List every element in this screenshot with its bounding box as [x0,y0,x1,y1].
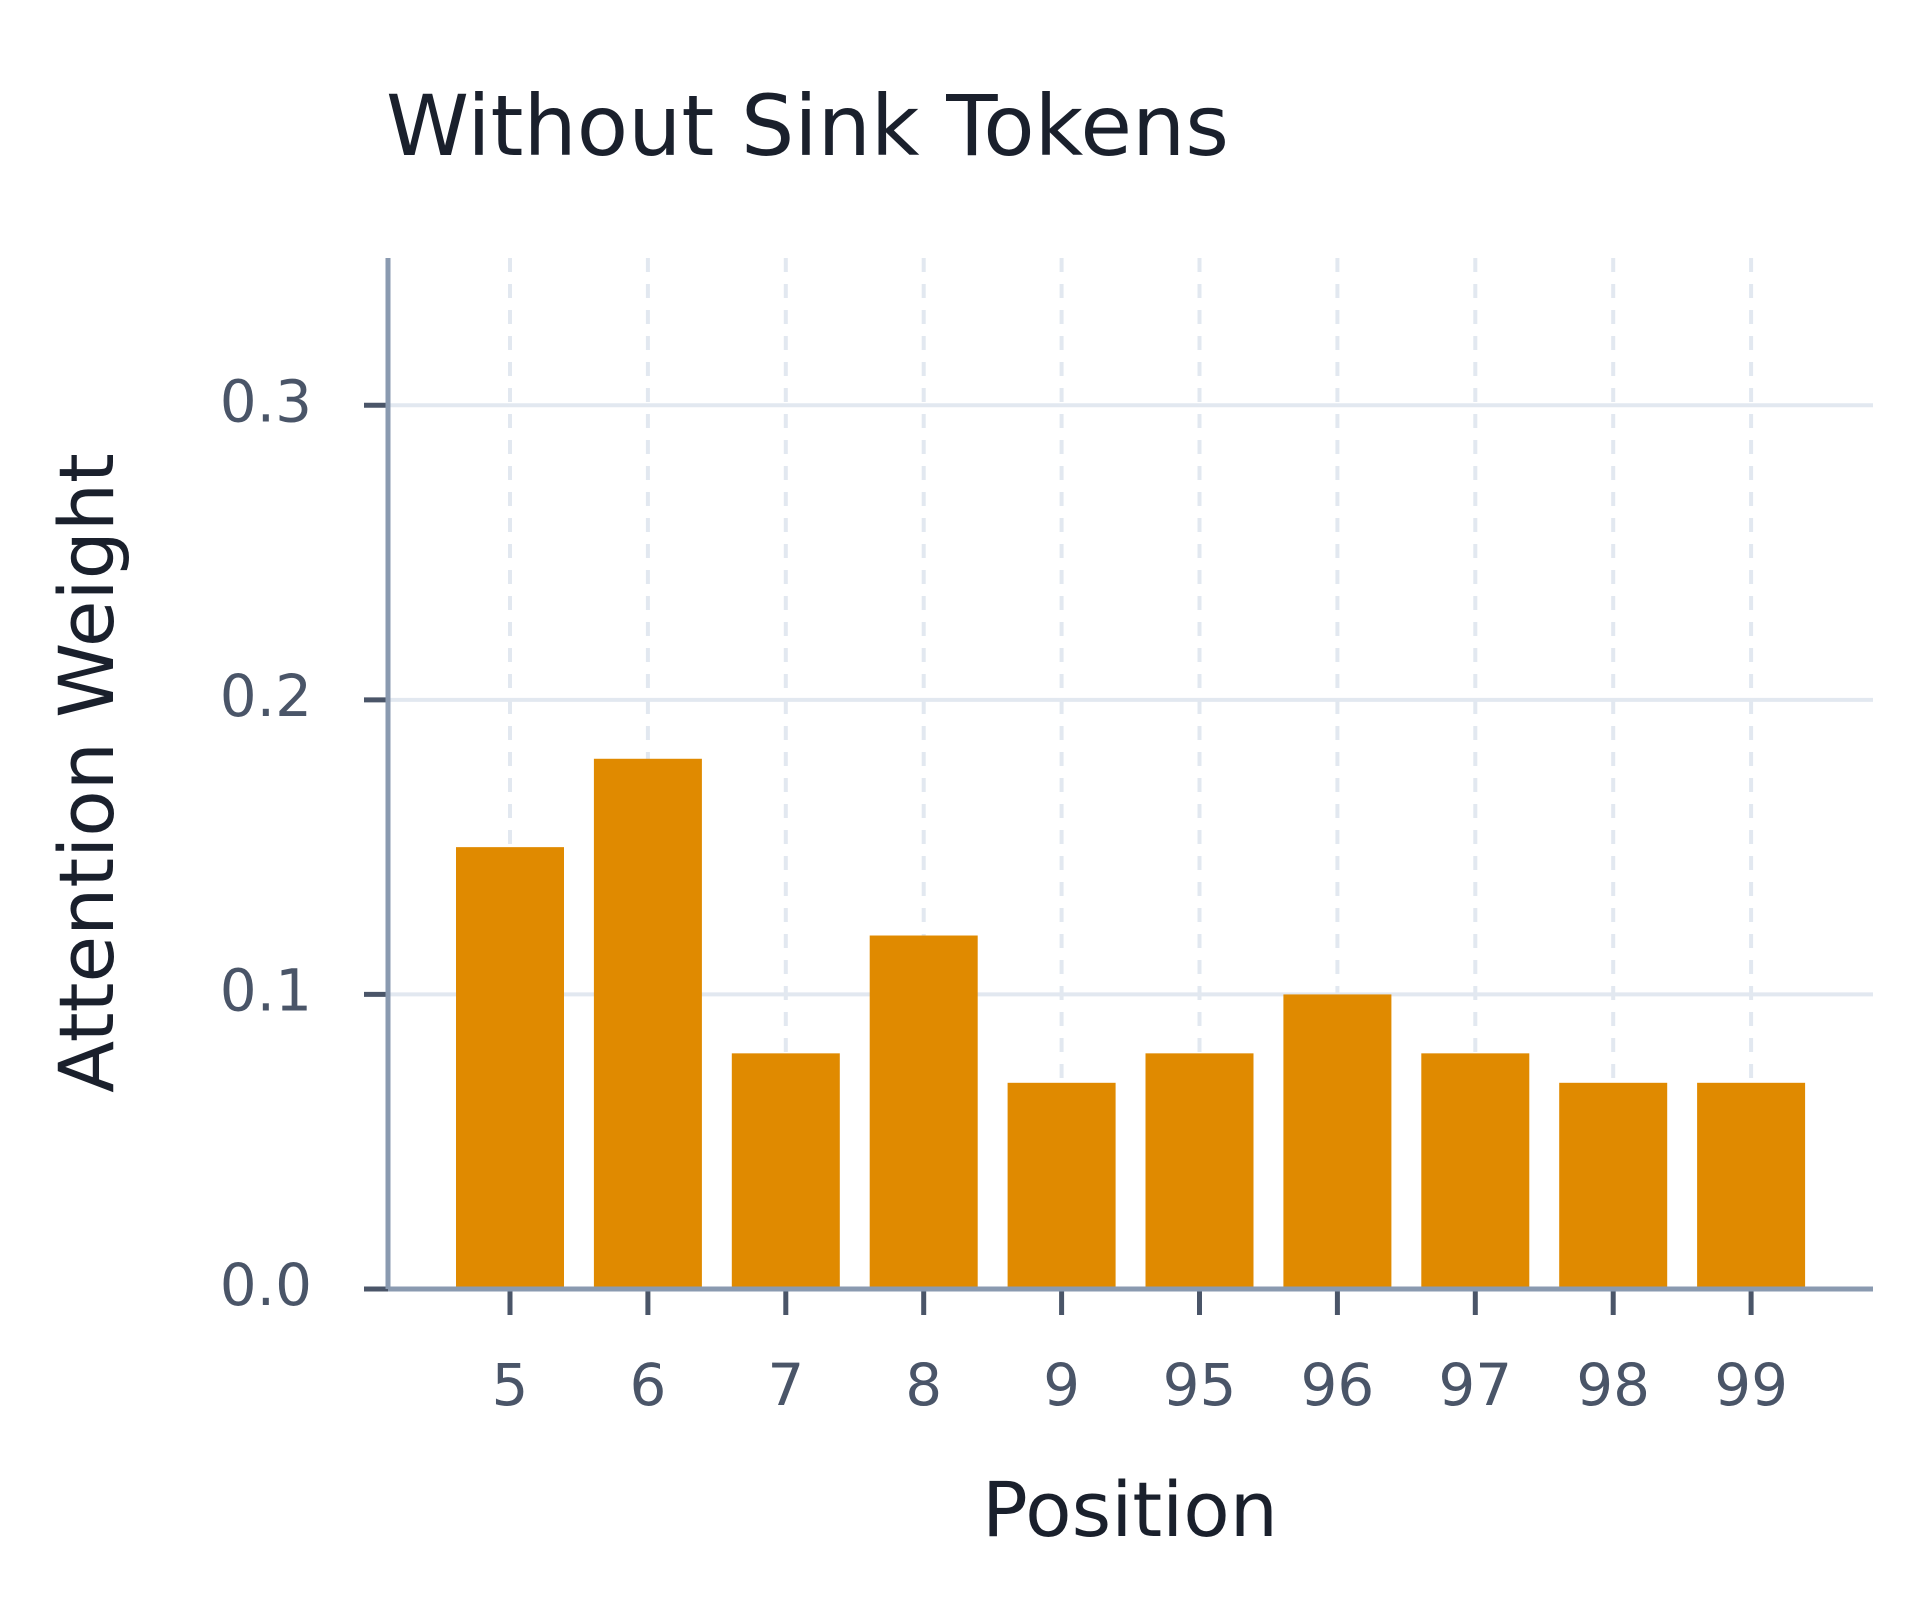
bar [1697,1082,1806,1289]
x-tick-label: 6 [629,1351,666,1419]
y-tick-label: 0.0 [220,1251,312,1319]
x-tick-label: 8 [905,1351,942,1419]
chart-title: Without Sink Tokens [386,77,1229,175]
bar [1421,1053,1530,1289]
bar [1145,1053,1254,1289]
x-tick-label: 96 [1300,1351,1374,1419]
bar [1559,1082,1668,1289]
bar [456,847,564,1289]
x-tick-label: 95 [1163,1351,1237,1419]
x-axis-label: Position [982,1465,1278,1554]
bar [1007,1082,1116,1289]
bar [731,1053,840,1289]
y-axis-label: Attention Weight [42,453,131,1093]
x-tick-label: 97 [1438,1351,1512,1419]
bar [593,758,702,1289]
x-tick-label: 99 [1714,1351,1788,1419]
x-tick-label: 7 [767,1351,804,1419]
x-tick-label: 9 [1043,1351,1080,1419]
bar [1283,994,1392,1289]
bar [869,935,978,1289]
x-tick-label: 98 [1576,1351,1650,1419]
y-tick-label: 0.2 [220,662,312,730]
y-tick-label: 0.1 [220,957,312,1025]
y-tick-label: 0.3 [220,367,312,435]
x-tick-label: 5 [492,1351,529,1419]
